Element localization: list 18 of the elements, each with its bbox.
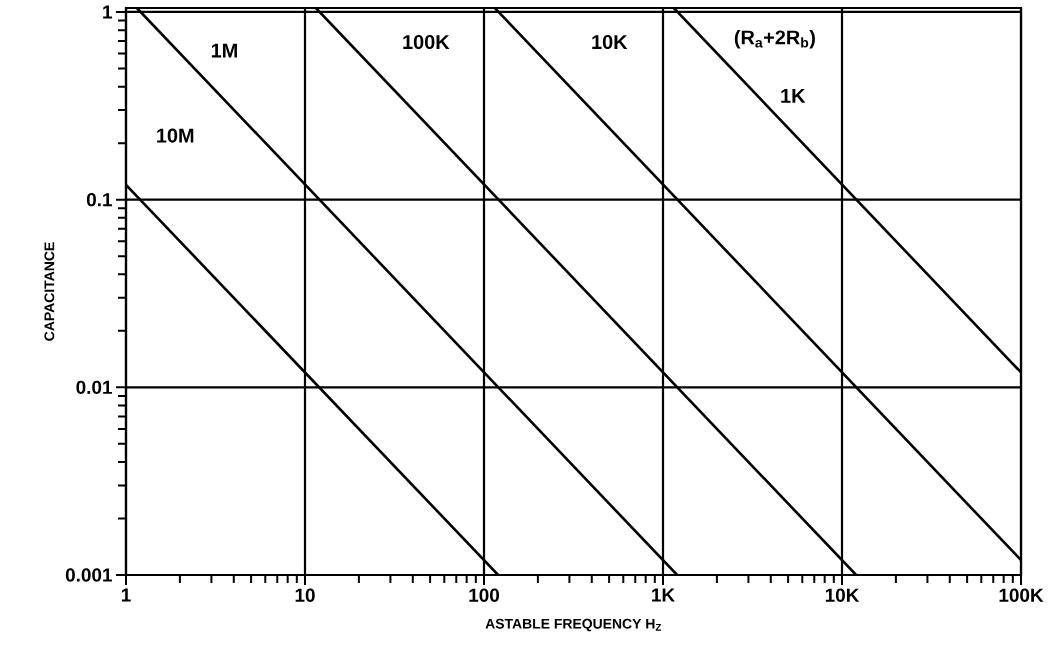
y-tick-label: 0.1 — [86, 192, 112, 207]
y-tick-label: 1 — [103, 5, 112, 19]
y-tick-label: 0.001 — [65, 568, 112, 582]
y-tick-label: 0.01 — [76, 380, 112, 395]
annotation: (R$_{a}$+2R$_{b}$) — [734, 29, 815, 49]
y-axis-title: CAPACITANCE — [44, 242, 55, 341]
x-tick-label: 10K — [825, 588, 860, 602]
annotation: 100K — [403, 34, 450, 50]
annotation: 1M — [211, 43, 237, 58]
x-tick-label: 1 — [121, 588, 131, 602]
x-tick-label: 100K — [999, 588, 1044, 602]
x-tick-label: 10 — [295, 588, 315, 602]
x-tick-label: 100 — [469, 588, 500, 602]
x-tick-label: 1K — [652, 588, 675, 602]
annotation: 1K — [781, 89, 806, 103]
annotation: 10M — [157, 128, 194, 143]
annotation: 10K — [592, 34, 628, 50]
x-axis-title: ASTABLE FREQUENCY H$_{Z}$ — [485, 618, 662, 632]
